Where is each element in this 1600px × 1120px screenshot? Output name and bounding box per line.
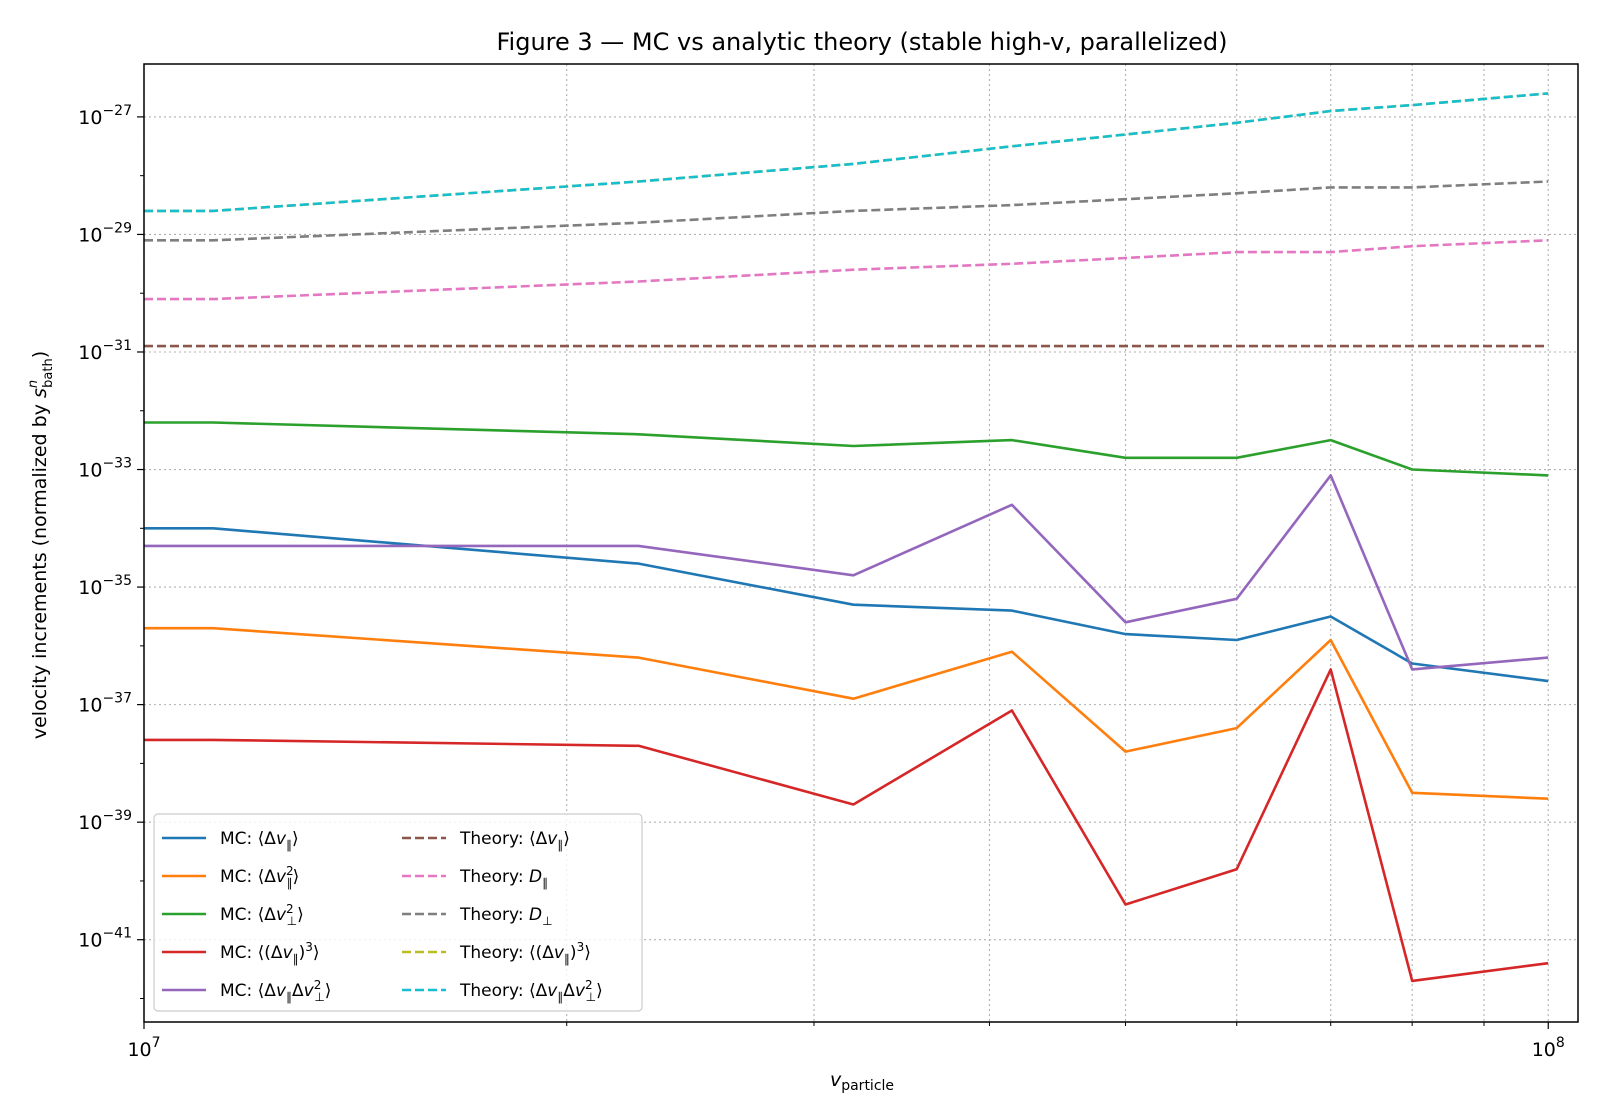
legend-entry-label: MC: ⟨Δv2 ⊥⟩ bbox=[220, 902, 304, 928]
legend: MC: ⟨Δv∥⟩ MC: ⟨Δv2 ∥⟩ MC: ⟨Δv2 ⊥⟩ MC: ⟨(Δv∥)3… bbox=[153, 813, 643, 1012]
x-tick-label: 108 bbox=[1532, 1035, 1565, 1061]
y-axis-label: velocity increments (normalized by snbat… bbox=[26, 351, 56, 739]
legend-entry-label: Theory: ⟨Δv∥Δv2 ⊥⟩ bbox=[459, 978, 603, 1004]
x-tick-label: 107 bbox=[127, 1035, 160, 1061]
y-tick-label: 10−35 bbox=[78, 573, 132, 599]
series-line-10 bbox=[144, 92, 1549, 213]
y-tick-label: 10−33 bbox=[78, 456, 132, 482]
legend-entry-label: Theory: ⟨(Δv∥)3⟩ bbox=[459, 940, 591, 966]
y-tick-label: 10−31 bbox=[78, 338, 132, 364]
series-line-8 bbox=[144, 180, 1549, 242]
legend-entry-label: MC: ⟨Δv∥Δv2 ⊥⟩ bbox=[220, 978, 331, 1004]
x-axis-label: vparticle bbox=[830, 1069, 894, 1094]
y-tick-label: 10−41 bbox=[78, 926, 132, 952]
series-line-3 bbox=[144, 421, 1549, 477]
axis-ticks bbox=[137, 116, 1549, 1029]
y-tick-label: 10−37 bbox=[78, 691, 132, 717]
legend-entry-label: MC: ⟨Δv2 ∥⟩ bbox=[220, 864, 299, 890]
grid-lines bbox=[143, 64, 1578, 1022]
legend-entry-label: Theory: D∥ bbox=[459, 867, 548, 890]
plot-frame bbox=[143, 63, 1579, 1023]
series-layer bbox=[144, 92, 1549, 983]
series-line-5 bbox=[144, 474, 1549, 671]
chart-title: Figure 3 — MC vs analytic theory (stable… bbox=[496, 28, 1227, 56]
legend-entry-label: MC: ⟨Δv∥⟩ bbox=[220, 829, 299, 852]
y-tick-label: 10−29 bbox=[78, 220, 132, 246]
axis-tick-labels: 107 108 10−41 10−39 10−37 10−35 10−33 10−31 10−2… bbox=[78, 103, 1565, 1061]
legend-entry-label: MC: ⟨(Δv∥)3⟩ bbox=[220, 940, 320, 966]
series-line-7 bbox=[144, 239, 1549, 301]
y-tick-label: 10−27 bbox=[78, 103, 132, 129]
legend-entry-label: Theory: ⟨Δv∥⟩ bbox=[459, 829, 570, 852]
legend-entry-label: Theory: D⊥ bbox=[459, 905, 553, 928]
series-line-4 bbox=[144, 668, 1549, 983]
legend-box bbox=[153, 813, 643, 1012]
y-tick-label: 10−39 bbox=[78, 808, 132, 834]
series-line-2 bbox=[144, 626, 1549, 800]
